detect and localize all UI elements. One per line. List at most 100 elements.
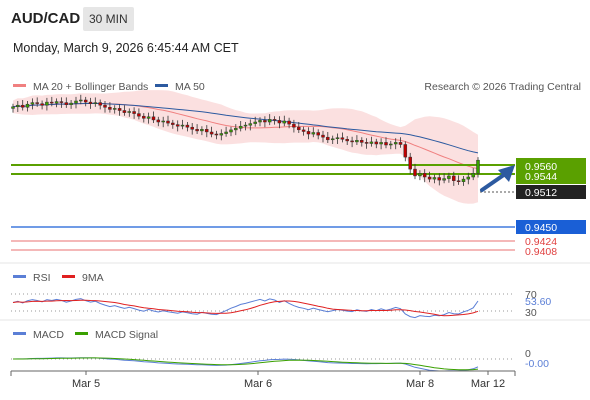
- candle: [185, 122, 190, 132]
- candle: [64, 97, 69, 108]
- rsi-panel: RSI 9MA 70 30 53.60: [11, 272, 551, 319]
- macd-zero-label: 0: [525, 348, 531, 360]
- candle: [374, 138, 379, 149]
- candle: [393, 138, 398, 150]
- candle: [234, 124, 238, 136]
- candle: [330, 135, 335, 144]
- candle: [297, 122, 301, 133]
- candle: [292, 119, 296, 133]
- candle: [20, 100, 25, 111]
- candle: [437, 173, 441, 186]
- candle: [219, 129, 224, 141]
- candle: [432, 174, 437, 184]
- main-legend: MA 20 + Bollinger Bands MA 50 Research ©…: [13, 81, 581, 93]
- candle: [122, 105, 127, 116]
- candle: [25, 101, 30, 112]
- candle: [40, 100, 44, 110]
- candle: [335, 133, 340, 144]
- candle: [54, 98, 59, 108]
- macd-signal-legend-swatch: [75, 332, 88, 335]
- candle: [108, 102, 112, 113]
- candle: [447, 172, 451, 183]
- macd-signal-line: [13, 357, 479, 371]
- macd-value-label: -0.00: [525, 358, 549, 370]
- resistance-tag-box: [516, 158, 586, 184]
- chart-datetime: Monday, March 9, 2026 6:45:44 AM CET: [13, 41, 239, 55]
- key-levels: [11, 164, 515, 251]
- candle: [287, 117, 291, 129]
- forecast-arrow: [480, 165, 515, 192]
- rsi-70-label: 70: [525, 289, 537, 301]
- support-2-label: 0.9408: [525, 246, 557, 258]
- candlesticks: [11, 94, 480, 186]
- candle: [258, 117, 262, 127]
- candle: [461, 176, 466, 186]
- price-tags: 0.9560 0.9544 0.9512 0.9450 0.9424 0.940…: [516, 158, 586, 258]
- candle: [195, 124, 199, 134]
- candle: [93, 97, 98, 107]
- candle: [355, 135, 359, 145]
- chart-header: AUD/CAD 30 MIN Monday, March 9, 2026 6:4…: [0, 0, 590, 70]
- macd-lines: [12, 357, 479, 372]
- candle: [166, 115, 170, 127]
- candle: [369, 136, 374, 147]
- candle: [301, 126, 306, 136]
- candle: [49, 96, 54, 107]
- candle: [277, 116, 282, 129]
- candle: [69, 100, 73, 109]
- candle: [142, 113, 146, 123]
- candle: [30, 98, 35, 110]
- macd-legend-label: MACD: [33, 329, 64, 341]
- candle: [224, 126, 228, 137]
- bollinger-band-area: [13, 90, 478, 204]
- candle: [398, 137, 403, 148]
- candle: [103, 101, 107, 113]
- candle: [384, 137, 388, 149]
- candle: [253, 116, 257, 127]
- macd-legend-swatch: [13, 332, 26, 335]
- candle: [326, 132, 330, 143]
- candle: [452, 171, 456, 186]
- candle: [11, 103, 15, 113]
- candle: [151, 111, 156, 123]
- rsi-30-label: 30: [525, 307, 537, 319]
- support-1-label: 0.9424: [525, 236, 557, 248]
- rsi-lines: [12, 298, 479, 319]
- rsi-legend-swatch: [13, 275, 26, 278]
- candle: [418, 170, 422, 181]
- macd-signal-legend-label: MACD Signal: [95, 329, 158, 341]
- candle: [161, 116, 165, 128]
- candle: [190, 123, 194, 135]
- rsi-ma-legend-swatch: [62, 275, 75, 278]
- x-tick-label: Mar 12: [471, 378, 505, 390]
- candle: [112, 105, 117, 114]
- timeframe-badge[interactable]: 30 MIN: [83, 7, 134, 31]
- copyright-text: Research © 2026 Trading Central: [424, 81, 581, 93]
- instrument-title: AUD/CAD: [11, 10, 81, 27]
- candle: [204, 125, 209, 138]
- candle: [422, 169, 427, 183]
- bollinger-bands: [13, 90, 478, 204]
- rsi-ma-line: [12, 299, 479, 317]
- candle: [79, 94, 83, 105]
- rsi-legend-label: RSI: [33, 272, 51, 284]
- candle: [389, 140, 393, 150]
- candle: [282, 115, 286, 127]
- resistance-1-label: 0.9560: [525, 161, 557, 173]
- x-tick-label: Mar 6: [244, 378, 272, 390]
- candle: [229, 126, 233, 137]
- candle: [311, 127, 316, 138]
- ma20-legend-label: MA 20 + Bollinger Bands: [33, 81, 148, 93]
- candle: [263, 116, 267, 128]
- candle: [403, 141, 408, 162]
- candle: [350, 136, 354, 148]
- candle: [83, 96, 88, 107]
- candle: [171, 119, 175, 129]
- ma20-legend-swatch: [13, 84, 26, 87]
- candle: [427, 171, 432, 183]
- candle: [209, 126, 214, 138]
- candle: [243, 122, 248, 131]
- candle: [117, 104, 122, 116]
- macd-panel: MACD MACD Signal 0 -0.00: [11, 329, 549, 372]
